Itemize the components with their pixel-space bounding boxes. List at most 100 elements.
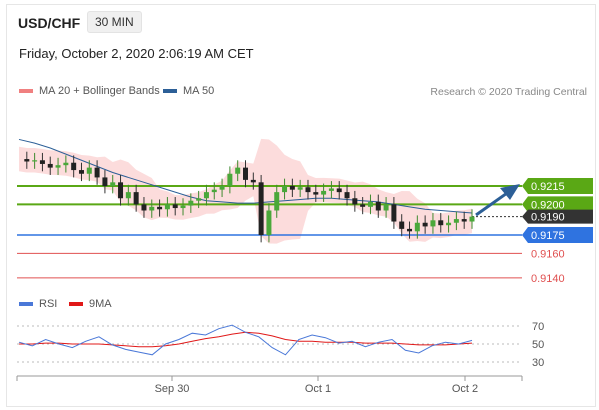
candle-body bbox=[367, 201, 373, 207]
ma50-swatch-icon bbox=[163, 89, 177, 93]
legend-9ma-label: 9MA bbox=[89, 298, 112, 310]
candle-body bbox=[360, 204, 366, 207]
candle-body bbox=[289, 186, 295, 190]
candle-body bbox=[297, 187, 303, 190]
candle bbox=[282, 178, 288, 200]
candle bbox=[227, 166, 233, 194]
candle bbox=[391, 197, 397, 229]
candle bbox=[266, 203, 272, 243]
candle-body bbox=[282, 186, 288, 193]
candle bbox=[367, 194, 373, 215]
candle-body bbox=[274, 192, 280, 211]
level-tag-bg bbox=[522, 227, 593, 243]
candle bbox=[328, 181, 334, 199]
candle-body bbox=[328, 188, 334, 191]
rsi-polyline bbox=[18, 324, 473, 356]
candle bbox=[141, 197, 147, 218]
rsi-axis-label: 50 bbox=[532, 339, 544, 351]
candle-body bbox=[430, 220, 436, 227]
candle bbox=[86, 160, 92, 182]
candle bbox=[344, 184, 350, 206]
candle-body bbox=[211, 189, 217, 193]
candle-body bbox=[235, 167, 241, 174]
candle-body bbox=[86, 167, 92, 174]
x-tick-label: Sep 30 bbox=[155, 383, 190, 395]
candle bbox=[469, 209, 475, 229]
candle-body bbox=[39, 160, 45, 164]
candle-body bbox=[133, 192, 139, 205]
candle bbox=[352, 190, 358, 212]
candle bbox=[94, 160, 100, 185]
candle-body bbox=[438, 220, 444, 226]
research-credit: Research © 2020 Trading Central bbox=[430, 86, 587, 98]
legend-rsi-label: RSI bbox=[39, 298, 58, 310]
candle bbox=[438, 212, 444, 233]
candle-body bbox=[55, 165, 61, 168]
current-price-label: 0.9190 bbox=[531, 212, 565, 224]
rsi-level-lines: 70 50 30 bbox=[17, 321, 544, 369]
timeframe-badge[interactable]: 30 MIN bbox=[87, 11, 142, 33]
candle-body bbox=[336, 188, 342, 193]
candle bbox=[78, 162, 84, 182]
candle bbox=[39, 152, 45, 172]
candle bbox=[102, 170, 108, 194]
candle-body bbox=[399, 221, 405, 229]
ma50-polyline bbox=[18, 138, 473, 214]
candle-body bbox=[110, 182, 116, 186]
candle bbox=[274, 184, 280, 218]
candle bbox=[188, 193, 194, 213]
level-tag: 0.9200 bbox=[522, 196, 593, 213]
x-tick-label: Oct 2 bbox=[452, 383, 478, 395]
forecast-arrow-icon bbox=[475, 184, 520, 217]
candle-body bbox=[383, 204, 389, 211]
candle-body bbox=[313, 192, 319, 195]
candle bbox=[321, 183, 327, 202]
candle-body bbox=[141, 204, 147, 211]
candle-body bbox=[266, 210, 272, 235]
candle-body bbox=[352, 198, 358, 205]
candle bbox=[55, 157, 61, 175]
candle-body bbox=[453, 219, 459, 223]
candle bbox=[71, 155, 77, 178]
ma20-bb-swatch-icon bbox=[19, 89, 33, 93]
candle-body bbox=[78, 170, 84, 174]
level-tag-label: 0.9200 bbox=[531, 199, 565, 211]
candle bbox=[313, 184, 319, 202]
current-price-bg bbox=[522, 209, 593, 224]
ma50-line bbox=[18, 138, 473, 214]
candle bbox=[133, 184, 139, 212]
rsi-axis-label: 70 bbox=[532, 321, 544, 333]
candle bbox=[461, 211, 467, 229]
level-tag-label: 0.9175 bbox=[531, 230, 565, 242]
candle-body bbox=[63, 162, 69, 166]
legend-ma50-label: MA 50 bbox=[183, 85, 215, 97]
candle-body bbox=[243, 167, 248, 180]
candle-body bbox=[258, 182, 264, 235]
candle bbox=[118, 174, 124, 206]
candle-body bbox=[422, 222, 428, 227]
rsi-pane: 70 50 30 bbox=[17, 321, 544, 369]
candle-body bbox=[203, 192, 209, 199]
candle-body bbox=[250, 179, 256, 183]
candle bbox=[157, 199, 163, 217]
candle-body bbox=[118, 182, 124, 199]
candle-body bbox=[188, 200, 194, 206]
candle-body bbox=[164, 204, 170, 210]
candle bbox=[297, 179, 303, 198]
candle bbox=[289, 178, 295, 198]
candle bbox=[250, 172, 256, 190]
legend-ma20-bb: MA 20 + Bollinger Bands bbox=[19, 85, 160, 97]
candle-body bbox=[305, 187, 311, 193]
ma9-swatch-icon bbox=[69, 302, 83, 306]
candle-body bbox=[71, 162, 77, 171]
candle bbox=[453, 211, 459, 231]
candle-body bbox=[102, 177, 108, 186]
candle-body bbox=[157, 206, 163, 210]
candle-body bbox=[94, 167, 100, 178]
candle-body bbox=[180, 205, 186, 209]
candle bbox=[164, 197, 170, 217]
candle bbox=[422, 215, 428, 234]
candle-body bbox=[375, 201, 381, 211]
candle-body bbox=[149, 206, 155, 211]
